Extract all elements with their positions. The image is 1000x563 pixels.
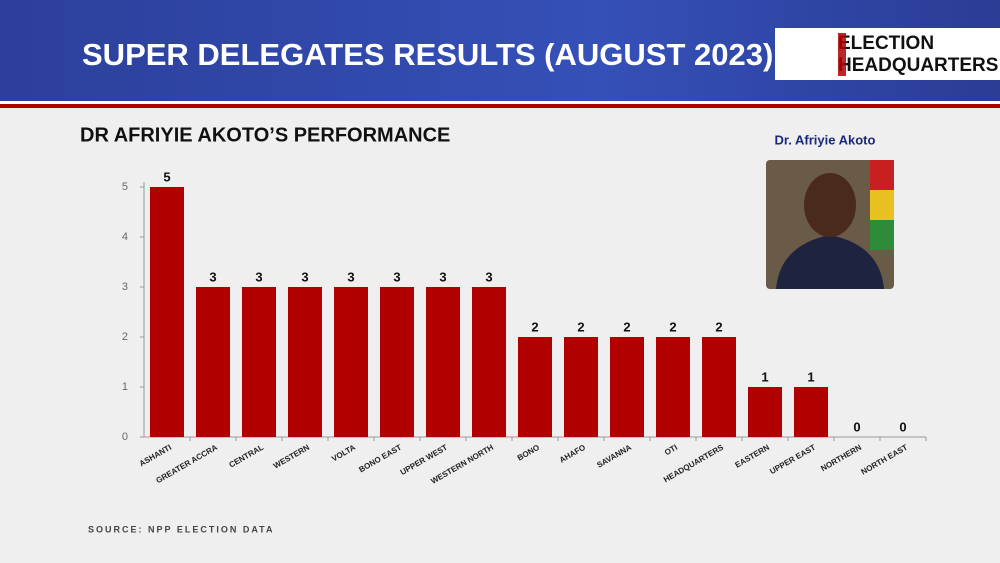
logo-text: HEADQUARTERS [838,55,998,76]
photo-suit [776,235,884,289]
y-tick-label: 2 [122,331,128,343]
bar [150,187,184,437]
data-label: 3 [393,269,400,284]
data-label: 3 [347,269,354,284]
y-tick-label: 5 [122,181,128,193]
logo-text: ELECTION [838,33,934,54]
data-label: 1 [761,369,768,384]
bar [702,337,736,437]
data-label: 0 [899,419,906,434]
header-title: SUPER DELEGATES RESULTS (AUGUST 2023) [82,37,773,72]
data-label: 3 [301,269,308,284]
photo-face [804,173,856,237]
data-label: 0 [853,419,860,434]
bar [334,287,368,437]
photo-caption: Dr. Afriyie Akoto [775,132,876,147]
bar [288,287,322,437]
data-label: 3 [209,269,216,284]
data-label: 2 [577,319,584,334]
bar [564,337,598,437]
logo-accent [838,33,846,76]
y-tick-label: 0 [122,431,128,443]
y-tick-label: 1 [122,381,128,393]
data-label: 1 [807,369,814,384]
chart-title: DR AFRIYIE AKOTO’S PERFORMANCE [80,124,450,146]
data-label: 2 [715,319,722,334]
bar [794,387,828,437]
y-tick-label: 3 [122,281,128,293]
photo-flag [870,160,894,190]
photo [766,160,894,289]
bar [656,337,690,437]
bar [518,337,552,437]
data-label: 3 [255,269,262,284]
data-label: 5 [163,169,170,184]
data-label: 2 [669,319,676,334]
data-label: 2 [623,319,630,334]
bar [242,287,276,437]
photo-flag [870,190,894,220]
data-label: 2 [531,319,538,334]
logo-box [775,28,1000,80]
y-tick-label: 4 [122,231,128,243]
banner-stripe [0,104,1000,108]
banner-stripe [0,101,1000,104]
data-label: 3 [439,269,446,284]
bar [472,287,506,437]
bar [196,287,230,437]
data-label: 3 [485,269,492,284]
bar [748,387,782,437]
bar [426,287,460,437]
bar [380,287,414,437]
source-note: SOURCE: NPP ELECTION DATA [88,524,275,534]
bar [610,337,644,437]
